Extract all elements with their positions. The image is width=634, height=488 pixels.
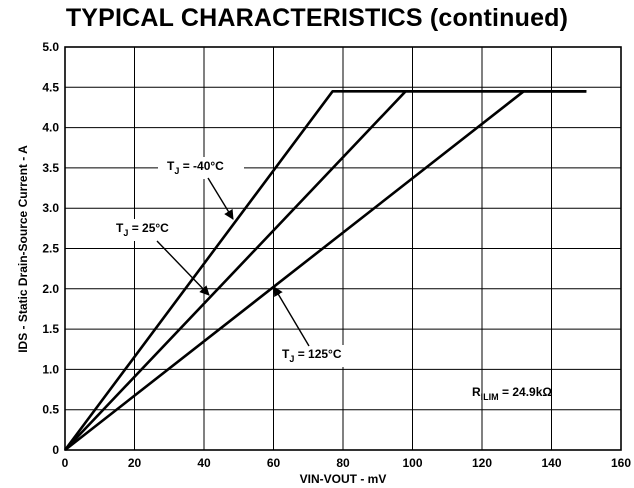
y-tick-label: 2.5	[42, 242, 59, 256]
y-tick-label: 5.0	[42, 40, 59, 54]
annotation-background	[274, 345, 360, 367]
x-tick-label: 40	[197, 456, 211, 470]
y-tick-label: 3.5	[42, 161, 59, 175]
x-axis-label: VIN-VOUT - mV	[300, 472, 387, 486]
page-title: TYPICAL CHARACTERISTICS (continued)	[65, 4, 569, 32]
x-tick-label: 160	[611, 456, 631, 470]
y-axis-label: IDS - Static Drain-Source Current - A	[16, 145, 30, 353]
y-tick-label: 4.5	[42, 80, 59, 94]
annotation-value: = 25°C	[128, 221, 169, 235]
x-tick-label: 0	[62, 456, 69, 470]
annotation-subscript: ILIM	[481, 392, 499, 402]
x-tick-label: 60	[267, 456, 281, 470]
annotation-tj-minus-40: TJ = -40°C	[167, 159, 224, 176]
y-tick-label: 0.5	[42, 403, 59, 417]
annotation-background	[158, 157, 244, 179]
y-tick-label: 2.0	[42, 282, 59, 296]
arrow-tj-minus-40	[207, 177, 234, 220]
annotation-symbol: T	[167, 159, 175, 173]
annotation-value: = -40°C	[179, 159, 224, 173]
y-tick-label: 0	[52, 443, 59, 457]
annotation-subscript: J	[174, 166, 179, 176]
x-tick-label: 120	[472, 456, 492, 470]
annotation-subscript: J	[289, 354, 294, 364]
annotation-background	[108, 219, 186, 241]
arrow-tj-125	[273, 286, 310, 347]
y-tick-label: 3.0	[42, 201, 59, 215]
x-tick-label: 140	[541, 456, 561, 470]
x-tick-label: 80	[336, 456, 350, 470]
y-tick-label: 4.0	[42, 121, 59, 135]
y-tick-label: 1.5	[42, 322, 59, 336]
x-tick-label: 100	[402, 456, 422, 470]
y-tick-label: 1.0	[42, 362, 59, 376]
annotation-symbol: R	[472, 385, 481, 399]
annotation-tj-25: TJ = 25°C	[116, 221, 169, 238]
annotation-rilim: RILIM = 24.9kΩ	[472, 385, 552, 402]
annotation-symbol: T	[116, 221, 124, 235]
annotation-value: = 125°C	[294, 347, 341, 361]
annotation-tj-125: TJ = 125°C	[282, 347, 342, 364]
arrow-tj-25	[156, 240, 210, 296]
annotation-subscript: J	[123, 228, 128, 238]
annotation-value: = 24.9kΩ	[499, 385, 553, 399]
annotation-symbol: T	[282, 347, 290, 361]
x-tick-label: 20	[128, 456, 142, 470]
series-line-tj-125	[64, 90, 587, 452]
